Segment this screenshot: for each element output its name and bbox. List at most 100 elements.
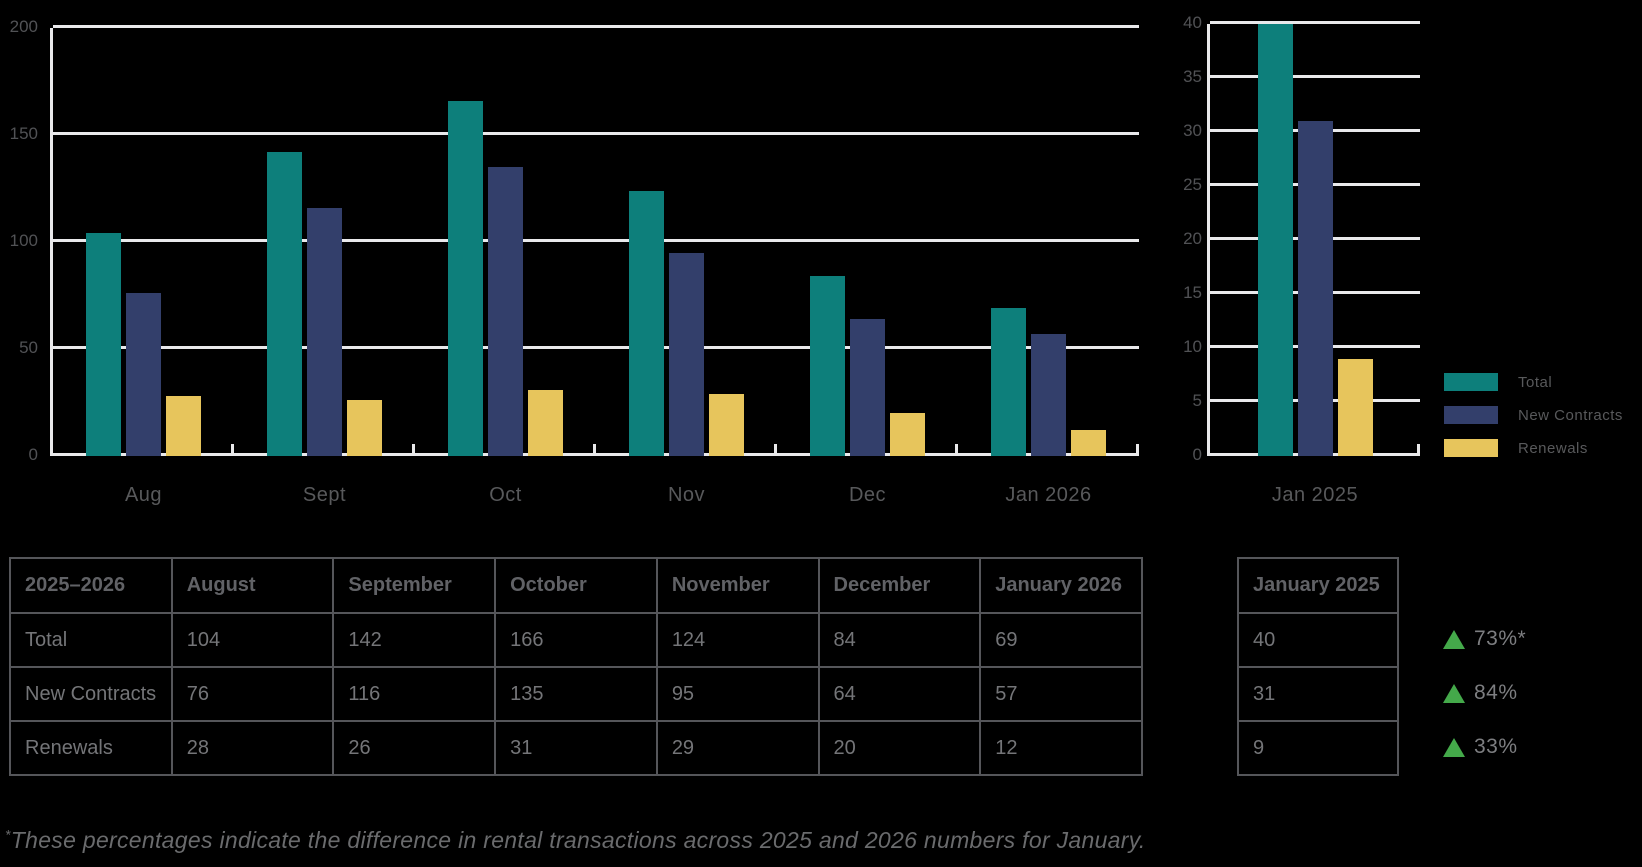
x-axis-tick	[1136, 444, 1139, 456]
x-category-label-dec: Dec	[848, 484, 887, 506]
y-tick-label-10: 10	[1183, 337, 1202, 356]
bar-total-jan-2025	[1257, 24, 1293, 456]
table-cell: 76	[170, 666, 335, 722]
table-cell: 116	[332, 666, 497, 722]
x-category-label-nov: Nov	[667, 484, 706, 506]
table-cell: 124	[655, 612, 820, 668]
triangle-up-icon	[1443, 683, 1465, 703]
table-header-cell-january-2026: January 2026	[979, 557, 1143, 614]
table-cell: 142	[332, 612, 497, 668]
table-row: 40	[1237, 612, 1399, 668]
table-cell: 31	[1237, 666, 1399, 722]
table-row: Total 104 142 166 124 84 69	[9, 612, 1143, 668]
x-axis-tick	[231, 444, 234, 456]
triangle-up-icon	[1443, 629, 1465, 649]
bar-renewals-aug	[166, 396, 201, 456]
table-cell: 29	[655, 720, 820, 776]
delta-value: 33%	[1474, 735, 1518, 758]
monthly-data-table: 2025–2026 August September October November D…	[9, 557, 1143, 776]
table-header-cell-september: September	[332, 557, 497, 614]
table-cell: 57	[979, 666, 1143, 722]
table-row: 31	[1237, 666, 1399, 722]
legend-item-renewals: Renewals	[1444, 439, 1588, 457]
y-tick-label-35: 35	[1183, 67, 1202, 86]
bar-new-contracts-jan-2025	[1297, 121, 1333, 456]
table-header-cell-november: November	[655, 557, 820, 614]
gridline-100	[53, 239, 1139, 242]
table-header-cell-2025-2026: 2025–2026	[9, 557, 173, 614]
table-cell: 9	[1237, 720, 1399, 776]
legend-swatch-renewals	[1444, 439, 1498, 457]
gridline-150	[53, 132, 1139, 135]
table-cell: 26	[332, 720, 497, 776]
x-axis-tick	[412, 444, 415, 456]
delta-indicator: 73%*	[1443, 627, 1526, 651]
delta-value: 73%*	[1474, 627, 1527, 650]
footnote: *These percentages indicate the differen…	[5, 827, 1146, 854]
y-tick-label-150: 150	[9, 124, 38, 143]
x-axis-tick	[593, 444, 596, 456]
bar-total-jan-2026	[991, 308, 1026, 456]
legend-item-total: Total	[1444, 373, 1552, 391]
gridline-0	[53, 453, 1139, 456]
table-cell: 31	[494, 720, 658, 776]
gridline-40	[1210, 21, 1420, 24]
y-tick-label-0: 0	[1192, 445, 1202, 464]
y-tick-label-5: 5	[1192, 391, 1202, 410]
x-axis-tick	[774, 444, 777, 456]
y-tick-label-30: 30	[1183, 121, 1202, 140]
delta-indicator: 84%	[1443, 681, 1518, 705]
y-tick-label-20: 20	[1183, 229, 1202, 248]
legend-swatch-total	[1444, 373, 1498, 391]
bar-new-contracts-dec	[850, 319, 885, 456]
table-cell: 40	[1237, 612, 1399, 668]
gridline-200	[53, 25, 1139, 28]
table-header-cell-august: August	[170, 557, 335, 614]
bar-renewals-oct	[528, 389, 563, 456]
legend-label-new-contracts: New Contracts	[1518, 406, 1623, 424]
gridline-35	[1210, 75, 1420, 78]
legend-item-new-contracts: New Contracts	[1444, 406, 1623, 424]
bar-renewals-jan-2025	[1337, 358, 1373, 456]
bar-renewals-nov	[709, 393, 744, 456]
bar-new-contracts-nov	[669, 252, 704, 456]
y-axis-line	[1207, 24, 1210, 456]
bar-renewals-sept	[347, 400, 382, 456]
x-category-label-sept: Sept	[302, 484, 347, 506]
bar-total-nov	[629, 190, 664, 456]
table-row: Renewals 28 26 31 29 20 12	[9, 720, 1143, 776]
table-cell: 104	[170, 612, 335, 668]
bar-renewals-dec	[890, 413, 925, 456]
table-header-cell-january-2025: January 2025	[1237, 557, 1399, 614]
table-cell: 69	[979, 612, 1143, 668]
footnote-asterisk: *	[5, 826, 11, 843]
table-cell: New Contracts	[9, 666, 173, 722]
bar-total-oct	[448, 100, 483, 456]
bar-new-contracts-sept	[307, 207, 342, 456]
table-cell: 95	[655, 666, 820, 722]
y-tick-label-200: 200	[9, 17, 38, 36]
x-category-label-oct: Oct	[489, 484, 522, 506]
table-cell: Total	[9, 612, 173, 668]
table-header-cell-december: December	[817, 557, 982, 614]
x-category-label-aug: Aug	[124, 484, 163, 506]
y-tick-label-40: 40	[1183, 13, 1202, 32]
bar-renewals-jan-2026	[1071, 430, 1106, 456]
legend-swatch-new-contracts	[1444, 406, 1498, 424]
january-2025-table: January 2025 40 31 9	[1237, 557, 1399, 776]
y-tick-label-0: 0	[28, 445, 38, 464]
table-cell: 84	[817, 612, 982, 668]
y-axis-line	[50, 28, 53, 456]
table-cell: 28	[170, 720, 335, 776]
legend-label-renewals: Renewals	[1518, 439, 1588, 457]
table-cell: 64	[817, 666, 982, 722]
table-cell: 135	[494, 666, 658, 722]
table-header-cell-october: October	[494, 557, 658, 614]
x-axis-tick	[1417, 444, 1420, 456]
delta-indicator: 33%	[1443, 735, 1518, 759]
gridline-50	[53, 346, 1139, 349]
table-row: 9	[1237, 720, 1399, 776]
bar-new-contracts-jan-2026	[1031, 334, 1066, 456]
footnote-text: These percentages indicate the differenc…	[10, 827, 1146, 853]
